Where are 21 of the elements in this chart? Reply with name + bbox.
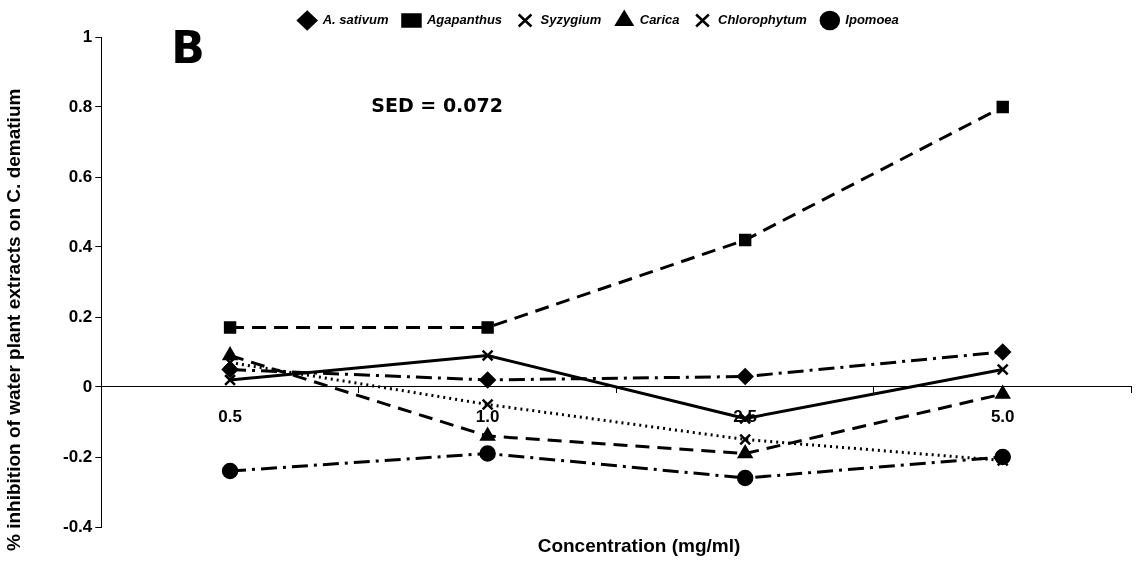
legend-label: A. sativum xyxy=(321,12,389,28)
x-tick-label: 1.0 xyxy=(475,406,500,426)
annotation: SED = 0.072 xyxy=(371,93,503,116)
x-axis-title: Concentration (mg/ml) xyxy=(536,535,742,557)
annotation: B xyxy=(171,22,205,74)
y-tick-label: 0.8 xyxy=(68,96,93,116)
y-tick-label: 0.2 xyxy=(68,306,93,326)
y-tick-label: -0.2 xyxy=(63,446,93,466)
legend-label: Agapanthus xyxy=(425,12,503,28)
y-tick-label: 0.4 xyxy=(68,236,93,256)
y-tick-label: 1 xyxy=(82,26,93,46)
y-tick-label: 0 xyxy=(82,376,93,396)
legend-label: Syzygium xyxy=(540,12,602,28)
legend-label: Chlorophytum xyxy=(718,12,808,28)
y-axis-title: % inhibition of water plant extracts on C. dematium xyxy=(2,87,25,554)
y-tick-label: 0.6 xyxy=(68,166,93,186)
x-tick-label: 5.0 xyxy=(990,406,1015,426)
x-tick-label: 0.5 xyxy=(218,406,242,426)
y-tick-label: -0.4 xyxy=(63,516,93,536)
legend-label: Carica xyxy=(639,12,680,28)
legend-label: Ipomoea xyxy=(845,12,899,28)
